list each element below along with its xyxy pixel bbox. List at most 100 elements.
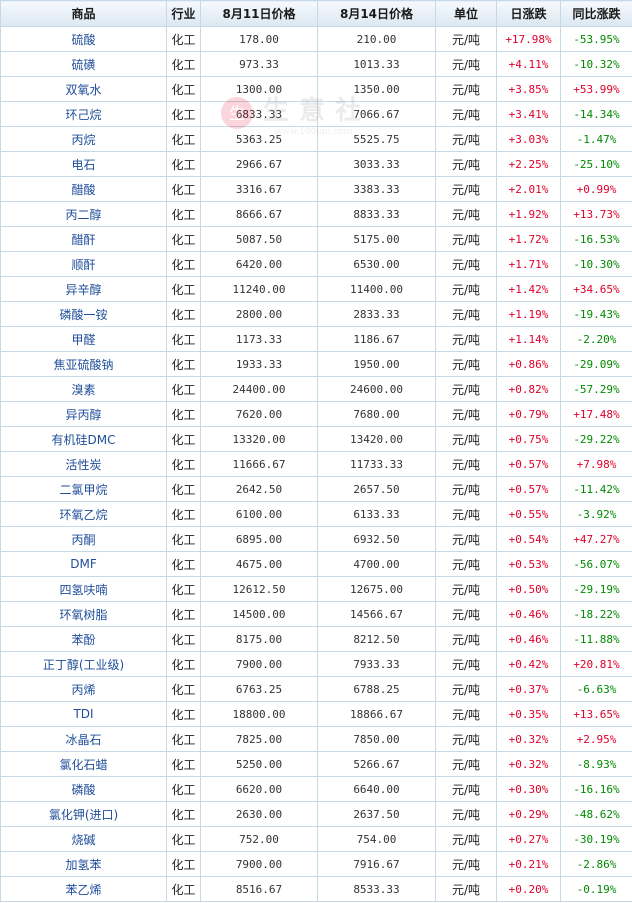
product-name-link[interactable]: 氯化石蜡 — [0, 751, 167, 777]
yoy-change-cell: -8.93% — [560, 751, 632, 777]
industry-cell: 化工 — [166, 551, 201, 577]
daily-change-cell: +0.32% — [496, 726, 561, 752]
product-name-link[interactable]: 环氧树脂 — [0, 601, 167, 627]
industry-cell: 化工 — [166, 676, 201, 702]
yoy-change-cell: -0.19% — [560, 876, 632, 902]
product-name-link[interactable]: 顺酐 — [0, 251, 167, 277]
product-name-link[interactable]: 环己烷 — [0, 101, 167, 127]
product-name-link[interactable]: 冰晶石 — [0, 726, 167, 752]
unit-cell: 元/吨 — [435, 151, 497, 177]
price-aug14-cell: 6788.25 — [317, 676, 436, 702]
unit-cell: 元/吨 — [435, 776, 497, 802]
product-name-link[interactable]: 有机硅DMC — [0, 426, 167, 452]
price-aug11-cell: 752.00 — [200, 826, 318, 852]
product-name-link[interactable]: 活性炭 — [0, 451, 167, 477]
price-aug11-cell: 8666.67 — [200, 201, 318, 227]
yoy-change-cell: -56.07% — [560, 551, 632, 577]
price-aug11-cell: 7900.00 — [200, 851, 318, 877]
product-name-link[interactable]: 烧碱 — [0, 826, 167, 852]
unit-cell: 元/吨 — [435, 601, 497, 627]
industry-cell: 化工 — [166, 251, 201, 277]
unit-cell: 元/吨 — [435, 526, 497, 552]
unit-cell: 元/吨 — [435, 876, 497, 902]
price-aug11-cell: 2630.00 — [200, 801, 318, 827]
unit-cell: 元/吨 — [435, 101, 497, 127]
price-aug14-cell: 24600.00 — [317, 376, 436, 402]
product-name-link[interactable]: 丙烷 — [0, 126, 167, 152]
unit-cell: 元/吨 — [435, 826, 497, 852]
price-aug14-cell: 1950.00 — [317, 351, 436, 377]
table-row: 异丙醇 化工 7620.00 7680.00 元/吨 +0.79% +17.48% — [0, 401, 632, 427]
daily-change-cell: +0.54% — [496, 526, 561, 552]
yoy-change-cell: -10.30% — [560, 251, 632, 277]
product-name-link[interactable]: TDI — [0, 701, 167, 727]
unit-cell: 元/吨 — [435, 426, 497, 452]
product-name-link[interactable]: 磷酸一铵 — [0, 301, 167, 327]
product-name-link[interactable]: 环氧乙烷 — [0, 501, 167, 527]
price-aug11-cell: 12612.50 — [200, 576, 318, 602]
price-aug11-cell: 11240.00 — [200, 276, 318, 302]
industry-cell: 化工 — [166, 826, 201, 852]
product-name-link[interactable]: DMF — [0, 551, 167, 577]
daily-change-cell: +0.37% — [496, 676, 561, 702]
daily-change-cell: +1.42% — [496, 276, 561, 302]
table-row: 焦亚硫酸钠 化工 1933.33 1950.00 元/吨 +0.86% -29.09% — [0, 351, 632, 377]
unit-cell: 元/吨 — [435, 351, 497, 377]
price-aug14-cell: 7680.00 — [317, 401, 436, 427]
product-name-link[interactable]: 硫酸 — [0, 26, 167, 52]
product-name-link[interactable]: 异辛醇 — [0, 276, 167, 302]
price-aug11-cell: 3316.67 — [200, 176, 318, 202]
industry-cell: 化工 — [166, 701, 201, 727]
product-name-link[interactable]: 丙酮 — [0, 526, 167, 552]
product-name-link[interactable]: 溴素 — [0, 376, 167, 402]
price-aug14-cell: 6530.00 — [317, 251, 436, 277]
product-name-link[interactable]: 丙二醇 — [0, 201, 167, 227]
product-name-link[interactable]: 丙烯 — [0, 676, 167, 702]
product-name-link[interactable]: 磷酸 — [0, 776, 167, 802]
product-name-link[interactable]: 二氯甲烷 — [0, 476, 167, 502]
table-row: 磷酸一铵 化工 2800.00 2833.33 元/吨 +1.19% -19.43% — [0, 301, 632, 327]
product-name-link[interactable]: 醋酐 — [0, 226, 167, 252]
industry-cell: 化工 — [166, 401, 201, 427]
yoy-change-cell: -48.62% — [560, 801, 632, 827]
industry-cell: 化工 — [166, 601, 201, 627]
table-row: 顺酐 化工 6420.00 6530.00 元/吨 +1.71% -10.30% — [0, 251, 632, 277]
industry-cell: 化工 — [166, 351, 201, 377]
price-aug14-cell: 2637.50 — [317, 801, 436, 827]
product-name-link[interactable]: 硫磺 — [0, 51, 167, 77]
industry-cell: 化工 — [166, 526, 201, 552]
daily-change-cell: +0.29% — [496, 801, 561, 827]
header-unit: 单位 — [435, 0, 497, 27]
price-aug11-cell: 178.00 — [200, 26, 318, 52]
header-product: 商品 — [0, 0, 167, 27]
price-aug11-cell: 2642.50 — [200, 476, 318, 502]
product-name-link[interactable]: 加氢苯 — [0, 851, 167, 877]
yoy-change-cell: -19.43% — [560, 301, 632, 327]
product-name-link[interactable]: 焦亚硫酸钠 — [0, 351, 167, 377]
product-name-link[interactable]: 四氢呋喃 — [0, 576, 167, 602]
daily-change-cell: +3.03% — [496, 126, 561, 152]
table-row: 硫磺 化工 973.33 1013.33 元/吨 +4.11% -10.32% — [0, 51, 632, 77]
price-aug14-cell: 7916.67 — [317, 851, 436, 877]
product-name-link[interactable]: 正丁醇(工业级) — [0, 651, 167, 677]
product-name-link[interactable]: 苯酚 — [0, 626, 167, 652]
product-name-link[interactable]: 氯化钾(进口) — [0, 801, 167, 827]
product-name-link[interactable]: 双氧水 — [0, 76, 167, 102]
daily-change-cell: +17.98% — [496, 26, 561, 52]
price-aug11-cell: 6420.00 — [200, 251, 318, 277]
product-name-link[interactable]: 苯乙烯 — [0, 876, 167, 902]
product-name-link[interactable]: 异丙醇 — [0, 401, 167, 427]
yoy-change-cell: +47.27% — [560, 526, 632, 552]
table-row: 环己烷 化工 6833.33 7066.67 元/吨 +3.41% -14.34% — [0, 101, 632, 127]
product-name-link[interactable]: 甲醛 — [0, 326, 167, 352]
yoy-change-cell: -6.63% — [560, 676, 632, 702]
price-aug14-cell: 4700.00 — [317, 551, 436, 577]
daily-change-cell: +2.01% — [496, 176, 561, 202]
unit-cell: 元/吨 — [435, 451, 497, 477]
product-name-link[interactable]: 醋酸 — [0, 176, 167, 202]
daily-change-cell: +0.53% — [496, 551, 561, 577]
product-name-link[interactable]: 电石 — [0, 151, 167, 177]
unit-cell: 元/吨 — [435, 851, 497, 877]
daily-change-cell: +0.86% — [496, 351, 561, 377]
yoy-change-cell: -11.88% — [560, 626, 632, 652]
